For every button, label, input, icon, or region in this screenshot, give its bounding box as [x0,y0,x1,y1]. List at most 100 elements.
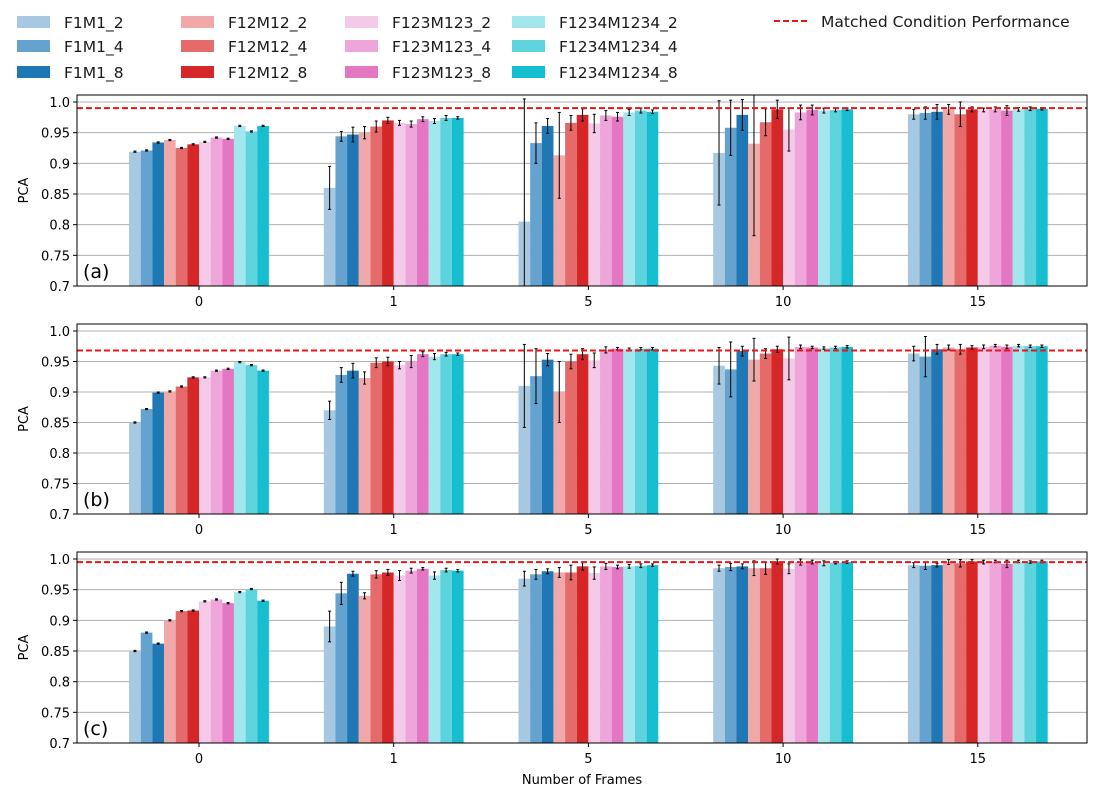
bar [1036,346,1048,514]
legend-label: F1234M1234_4 [559,38,678,57]
bar [713,365,725,514]
x-tick-label: 10 [775,752,792,767]
bar [623,349,635,514]
x-tick-label: 5 [584,752,592,767]
legend-item: F12M12_2 [181,14,307,33]
bar [611,348,624,514]
bar [129,422,141,514]
bar [1024,108,1037,286]
legend-swatch [181,66,214,78]
legend-item: F123M123_2 [345,14,491,33]
bar [187,610,199,743]
bar [370,126,383,286]
bar [245,589,258,743]
bar [405,570,417,743]
bar [588,360,601,514]
x-tick-label: 10 [775,523,792,538]
bar [794,346,807,514]
bar [323,626,336,743]
bar [541,359,554,514]
bar [199,141,211,286]
legend-swatch [181,16,214,28]
bar [713,152,725,286]
bar [759,122,772,287]
bar [428,356,441,514]
bar [335,374,348,514]
bar [358,377,371,514]
bar [152,643,165,743]
legend-item: F123M123_8 [345,64,491,83]
legend-item: F12M12_8 [181,64,307,83]
legend-item: F1M1_4 [17,38,124,57]
legend-label: F123M123_4 [392,38,491,57]
bar [600,566,612,743]
bar [553,572,566,743]
bar [1024,562,1037,743]
bar [942,109,955,286]
bar [989,345,1002,514]
bar [724,566,737,743]
bar [347,134,359,286]
bar [140,409,153,514]
legend-item: F1M1_2 [17,14,124,33]
bar [931,565,943,743]
legend-item: F12M12_4 [181,38,307,57]
bar [187,377,199,514]
bar [818,110,830,286]
bar [783,568,795,743]
x-tick-label: 0 [195,523,203,538]
bar [806,109,819,286]
bar [646,565,659,743]
bar [748,359,760,514]
legend-item: F1M1_8 [17,64,124,83]
bar [1012,561,1025,743]
y-tick-label: 1.0 [49,325,70,340]
y-tick-label: 0.7 [49,508,70,523]
bar [1001,110,1013,286]
axes-frame [76,323,1088,515]
bar [954,114,967,287]
bar [405,361,417,514]
bar [1024,346,1037,514]
axes-frame [76,551,1088,744]
bar [954,349,967,514]
legend-label: F1M1_8 [64,64,124,83]
legend-item: F1234M1234_8 [512,64,678,83]
bar [222,368,234,514]
bar [210,599,223,743]
legend-item: F1234M1234_2 [512,14,678,33]
bar [907,114,920,287]
y-tick-label: 0.9 [49,386,70,401]
bar [222,603,234,743]
legend-swatch [17,16,50,28]
bar [233,125,246,286]
bar [553,392,566,514]
bar [152,142,165,286]
bar [370,574,383,743]
bar [713,568,725,743]
bar [966,109,978,286]
legend-item: F1234M1234_4 [512,38,678,57]
bar [417,568,429,743]
y-tick-label: 0.8 [49,219,70,234]
y-axis-label: PCA [17,634,32,660]
bar [187,144,199,286]
bar [440,117,452,286]
bar [588,573,601,743]
bar [323,410,336,514]
bar [794,112,807,287]
bar [164,620,176,743]
bar [323,187,336,286]
bar [565,572,577,743]
legend-label: F123M123_8 [392,64,491,83]
bar [794,562,807,743]
bar [393,122,406,286]
bar [164,140,176,286]
bar [245,131,258,286]
bar [771,349,784,514]
bar [530,574,542,743]
bar [175,611,188,743]
